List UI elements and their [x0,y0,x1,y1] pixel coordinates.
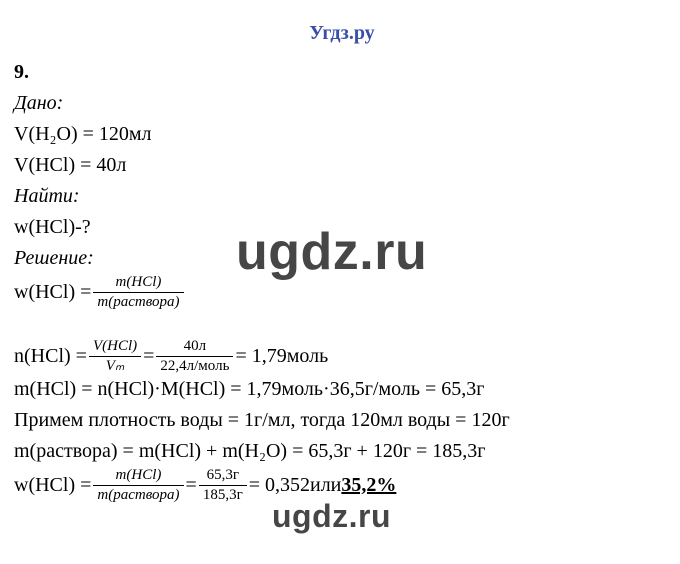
eq1-fraction: m(HCl) m(раствора) [93,274,183,310]
line-msolution: m(раствора) = m(HCl) + m(H₂O) = 65,3г + … [14,436,670,467]
eq2-f2-den: 22,4л/моль [156,357,233,375]
eq2-mid: = [143,341,154,372]
eq3-mid: = [186,470,197,501]
eq1-numerator: m(HCl) [93,274,183,293]
eq3-f1-num: m(HCl) [93,467,183,486]
problem-number: 9. [14,57,670,88]
line-mhcl: m(HCl) = n(HCl)·M(HCl) = 1,79моль·36,5г/… [14,374,670,405]
eq1-lhs: w(HCl) = [14,277,91,308]
eq2-lhs: n(HCl) = [14,341,87,372]
eq3-fraction-1: m(HCl) m(раствора) [93,467,183,503]
eq3-tail: = 0,352или [249,470,342,501]
eq3-f2-den: 185,3г [199,486,247,504]
find-label: Найти: [14,181,670,212]
equation-n: n(HCl) = V(HCl) Vₘ = 40л 22,4л/моль = 1,… [14,338,670,374]
eq3-fraction-2: 65,3г 185,3г [199,467,247,503]
eq2-f1-num: V(HCl) [89,338,141,357]
eq2-tail: = 1,79моль [235,341,328,372]
site-title: Угдз.ру [14,18,670,49]
eq2-f2-num: 40л [156,338,233,357]
given-line-1: V(H₂O) = 120мл [14,119,670,150]
eq1-denominator: m(раствора) [93,293,183,311]
eq3-f2-num: 65,3г [199,467,247,486]
eq2-fraction-1: V(HCl) Vₘ [89,338,141,374]
line-density: Примем плотность воды = 1г/мл, тогда 120… [14,405,670,436]
solution-label: Решение: [14,243,670,274]
eq2-f1-den: Vₘ [89,357,141,375]
final-answer: 35,2% [341,470,396,501]
find-expression: w(HCl)-? [14,212,670,243]
eq3-lhs: w(HCl) = [14,470,91,501]
equation-w-definition: w(HCl) = m(HCl) m(раствора) [14,274,670,310]
given-line-2: V(HCl) = 40л [14,150,670,181]
eq3-f1-den: m(раствора) [93,486,183,504]
equation-w-final: w(HCl) = m(HCl) m(раствора) = 65,3г 185,… [14,467,670,503]
document-body: Угдз.ру 9. Дано: V(H₂O) = 120мл V(HCl) =… [0,0,680,513]
eq2-fraction-2: 40л 22,4л/моль [156,338,233,374]
given-label: Дано: [14,88,670,119]
